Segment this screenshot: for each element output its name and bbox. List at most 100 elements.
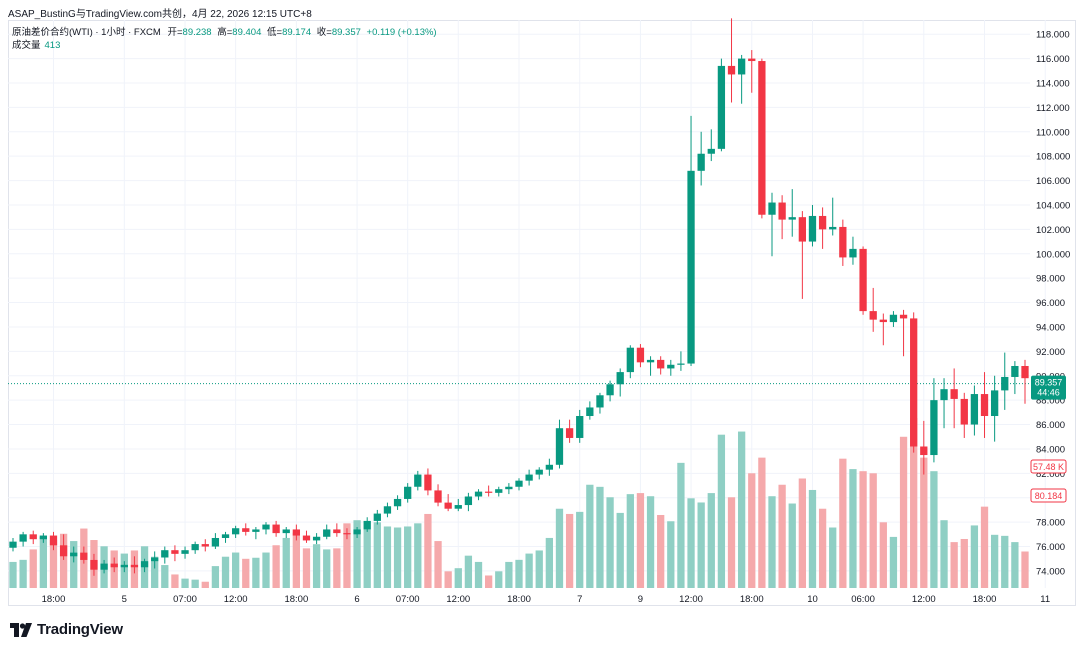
volume-bar <box>161 565 169 588</box>
candle-body <box>9 541 17 548</box>
volume-bar <box>151 556 159 588</box>
volume-bar <box>9 561 17 588</box>
volume-bar <box>667 521 675 588</box>
volume-bar <box>808 489 817 588</box>
volume-bar <box>39 536 48 588</box>
candle-body <box>748 58 756 62</box>
volume-bar <box>414 523 422 588</box>
volume-bar <box>343 523 351 588</box>
candle-body <box>282 529 290 534</box>
volume-bar <box>464 555 473 588</box>
price-tick-label: 104.000 <box>1036 200 1070 211</box>
volume-bar <box>899 436 908 588</box>
last-price-badge-price: 89.357 <box>1035 378 1063 388</box>
volume-bar <box>1011 542 1019 588</box>
candle-body <box>849 248 857 258</box>
volume-bar <box>646 496 655 588</box>
marker-badge-label: 80.184 <box>1035 491 1063 501</box>
volume-bar <box>474 561 483 588</box>
volume-bar <box>29 549 37 588</box>
candle-body <box>434 490 442 503</box>
candle-body <box>110 563 118 568</box>
candle-body <box>464 496 473 506</box>
volume-bar <box>940 520 948 588</box>
candle-body <box>292 529 301 536</box>
volume-bar <box>555 508 564 588</box>
attribution-caption: ASAP_BustinG与TradingView.com共创，4月 22, 20… <box>8 9 312 20</box>
high-label: 高= <box>217 27 233 38</box>
volume-bar <box>484 575 493 588</box>
volume-bar <box>454 568 462 588</box>
candle-body <box>768 202 776 215</box>
candle-body <box>859 248 867 312</box>
candle-body <box>657 359 665 369</box>
candle-body <box>990 390 999 417</box>
candle-body <box>414 474 422 487</box>
volume-bar <box>950 542 958 588</box>
tradingview-logo[interactable]: TradingView <box>10 621 123 638</box>
marker-badge-label: 57.48 K <box>1033 462 1064 472</box>
time-tick-label: 5 <box>122 594 127 605</box>
volume-bar <box>323 549 331 588</box>
volume-bar <box>778 484 786 588</box>
candle-body <box>312 536 321 541</box>
volume-bar <box>910 418 918 588</box>
candle-body <box>555 428 564 465</box>
volume-bar <box>970 525 979 588</box>
price-tick-label: 116.000 <box>1036 54 1070 65</box>
candle-body <box>252 529 260 532</box>
volume-bar <box>393 527 402 588</box>
volume-bar <box>768 496 776 588</box>
time-tick-label: 10 <box>807 594 818 605</box>
volume-bar <box>181 578 189 588</box>
volume-bar <box>707 493 715 588</box>
volume-bar <box>201 581 209 588</box>
volume-bar <box>383 526 392 588</box>
volume-bar <box>70 541 78 588</box>
candle-body <box>393 498 402 507</box>
price-tick-label: 78.000 <box>1036 518 1065 529</box>
candle-body <box>181 550 189 554</box>
price-tick-label: 82.000 <box>1036 469 1065 480</box>
candle-body <box>29 534 37 540</box>
candle-body <box>889 314 898 323</box>
candle-body <box>262 524 270 530</box>
volume-bar <box>444 571 452 588</box>
volume-bar <box>818 508 827 588</box>
candle-body <box>606 384 614 396</box>
candle-body <box>626 347 634 373</box>
time-tick-label: 06:00 <box>851 594 875 605</box>
volume-bar <box>1001 535 1009 588</box>
volume-bar <box>879 522 887 588</box>
price-tick-label: 112.000 <box>1036 103 1070 114</box>
candle-body <box>19 534 27 542</box>
price-tick-label: 108.000 <box>1036 152 1070 163</box>
time-tick-label: 12:00 <box>679 594 703 605</box>
price-tick-label: 94.000 <box>1036 322 1065 333</box>
volume-bar <box>859 471 867 588</box>
candle-body <box>383 506 392 514</box>
volume-bar <box>302 548 311 588</box>
low-label: 低= <box>267 27 283 38</box>
volume-bar <box>990 534 999 588</box>
volume-bar <box>565 513 574 588</box>
volume-bar <box>221 556 230 588</box>
candle-body <box>778 202 786 220</box>
price-tick-label: 114.000 <box>1036 78 1070 89</box>
price-tick-label: 84.000 <box>1036 444 1065 455</box>
candle-body <box>161 550 169 558</box>
volume-bar <box>231 552 240 588</box>
volume-bar <box>839 458 847 588</box>
candle-body <box>869 311 877 320</box>
volume-bar <box>920 457 928 588</box>
price-tick-label: 74.000 <box>1036 566 1065 577</box>
candle-body <box>454 505 462 509</box>
candle-body <box>201 544 209 547</box>
change-value: +0.119 (+0.13%) <box>366 27 437 38</box>
candle-body <box>616 372 624 385</box>
candle-body <box>424 474 432 491</box>
volume-bar <box>960 538 968 588</box>
candle-body <box>515 480 523 487</box>
volume-value: 413 <box>44 40 61 51</box>
